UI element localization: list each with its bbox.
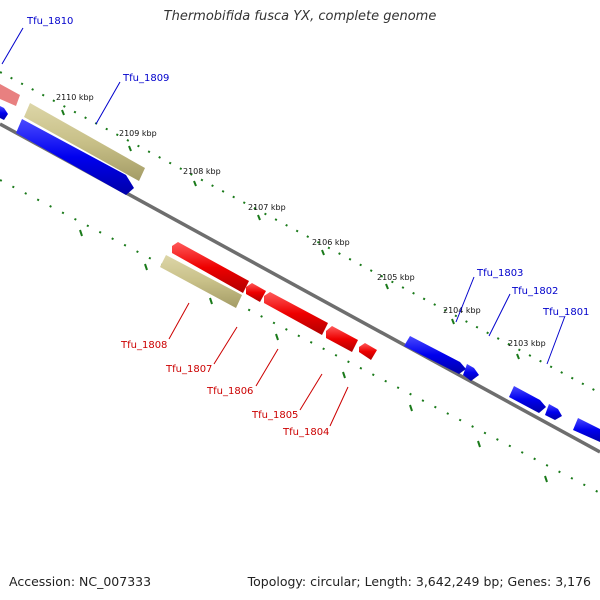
- lower-tick-track: [0, 179, 600, 494]
- highlight-feature-tfu-1808[interactable]: [160, 255, 242, 308]
- tick-label-2106: 2106 kbp: [312, 238, 350, 247]
- forward-cds-tfu-1803b[interactable]: [463, 364, 479, 381]
- tick-label-2108: 2108 kbp: [183, 167, 221, 176]
- gene-label-tfu-1806[interactable]: Tfu_1806: [206, 386, 253, 397]
- gene-label-tfu-1802[interactable]: Tfu_1802: [511, 286, 558, 297]
- tick-label-2107: 2107 kbp: [248, 203, 286, 212]
- gene-label-tfu-1804[interactable]: Tfu_1804: [282, 427, 329, 438]
- tick-label-2103: 2103 kbp: [508, 339, 546, 348]
- reverse-cds-tfu-1804[interactable]: [359, 343, 377, 360]
- gene-label-tfu-1805[interactable]: Tfu_1805: [251, 410, 298, 421]
- leader-tfu-1805: [299, 373, 323, 411]
- gene-label-tfu-1809[interactable]: Tfu_1809: [122, 73, 169, 84]
- forward-cds-partial-right[interactable]: [573, 418, 600, 442]
- leader-tfu-1806: [255, 348, 279, 387]
- reverse-cds-tfu-1806[interactable]: [264, 292, 328, 335]
- leader-tfu-1804: [329, 386, 349, 427]
- gene-label-tfu-1803[interactable]: Tfu_1803: [476, 268, 523, 279]
- gene-label-tfu-1810[interactable]: Tfu_1810: [26, 16, 73, 27]
- forward-cds-partial-left[interactable]: [0, 106, 8, 120]
- reverse-cds-tfu-1807[interactable]: [246, 283, 266, 302]
- tick-label-2109: 2109 kbp: [119, 129, 157, 138]
- reverse-cds-tfu-1808[interactable]: [172, 242, 249, 293]
- tick-label-2104: 2104 kbp: [443, 306, 481, 315]
- reverse-cds-tfu-1805[interactable]: [326, 326, 358, 352]
- forward-cds-tfu-1809[interactable]: [16, 119, 134, 195]
- gene-label-tfu-1808[interactable]: Tfu_1808: [120, 340, 167, 351]
- leader-tfu-1807: [213, 326, 238, 365]
- accession-text: Accession: NC_007333: [9, 574, 152, 589]
- leader-tfu-1808: [168, 302, 190, 340]
- leader-tfu-1801: [546, 315, 566, 365]
- tick-label-2105: 2105 kbp: [377, 273, 415, 282]
- forward-cds-tfu-1803[interactable]: [404, 336, 466, 374]
- gene-label-tfu-1807[interactable]: Tfu_1807: [165, 364, 212, 375]
- partial-feature-tfu-1810[interactable]: [0, 84, 20, 106]
- leader-tfu-1802: [488, 293, 511, 337]
- tick-label-2110: 2110 kbp: [56, 93, 94, 102]
- leader-tfu-1803: [455, 276, 475, 323]
- major-ticks: [61, 109, 548, 483]
- forward-cds-tfu-1801[interactable]: [545, 404, 562, 420]
- highlight-feature-tfu-1809[interactable]: [24, 103, 145, 181]
- forward-cds-tfu-1802[interactable]: [509, 386, 546, 413]
- leader-tfu-1810: [1, 27, 24, 65]
- gene-label-tfu-1801[interactable]: Tfu_1801: [542, 307, 589, 318]
- genome-summary-text: Topology: circular; Length: 3,642,249 bp…: [247, 574, 591, 589]
- map-title: Thermobifida fusca YX, complete genome: [163, 9, 437, 24]
- leader-tfu-1809: [95, 81, 121, 125]
